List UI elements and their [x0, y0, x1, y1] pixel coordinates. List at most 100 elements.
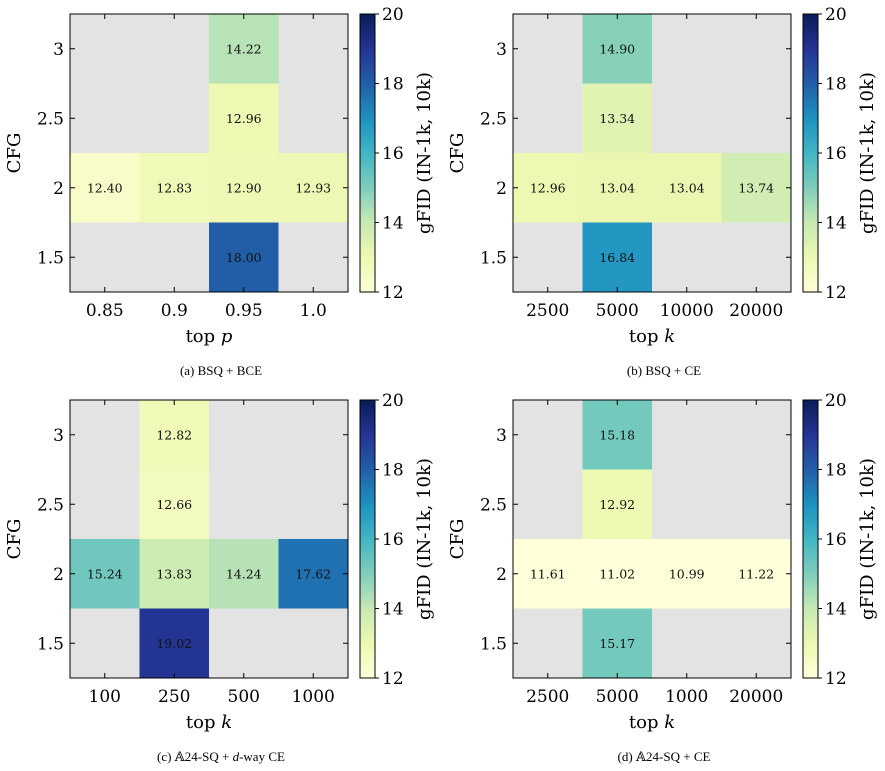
colorbar-tick-label: 16: [382, 530, 404, 550]
heatmap-cell: [582, 14, 652, 84]
y-tick-label: 2: [53, 565, 64, 585]
colorbar-tick-label: 14: [382, 214, 404, 234]
cell-value-label: 13.34: [599, 111, 635, 126]
heatmap-cell: [139, 400, 209, 470]
heatmap-chart-d: 15.18 12.92 11.61 11.02 10.99 11.22 15.17 2500 5…: [447, 391, 878, 764]
x-tick-label: 20000: [729, 301, 783, 321]
cell-value-label: 11.61: [530, 566, 566, 581]
cell-value-label: 11.02: [599, 566, 635, 581]
heatmap-cell: [139, 608, 209, 678]
x-tick-label: 500: [228, 687, 260, 707]
y-tick-label: 1.5: [480, 248, 507, 268]
heatmap-cell: [582, 608, 652, 678]
colorbar-tick-label: 16: [825, 144, 847, 164]
plot-frame: [512, 399, 792, 679]
heatmap-cell: [278, 153, 348, 223]
colorbar-label: gFID (IN-1k, 10k): [857, 72, 878, 234]
x-axis-label: top k: [629, 326, 675, 347]
cell-value-label: 14.24: [226, 566, 262, 581]
y-tick-label: 1.5: [37, 248, 64, 268]
y-tick-label: 3: [496, 40, 507, 60]
heatmap-cell: [513, 539, 583, 609]
colorbar-tick-label: 18: [825, 461, 847, 481]
panel-caption: (c) 𝔸24-SQ + d-way CE: [157, 749, 285, 764]
colorbar-tick-label: 12: [825, 669, 847, 689]
colorbar-tick-label: 20: [825, 391, 847, 411]
heatmap-cell: [139, 153, 209, 223]
y-tick-label: 2.5: [37, 109, 64, 129]
y-axis-label: CFG: [447, 133, 468, 174]
heatmap-cell: [582, 83, 652, 153]
x-tick-label: 2500: [526, 301, 569, 321]
y-tick-label: 2.5: [480, 109, 507, 129]
colorbar-tick-label: 14: [825, 600, 847, 620]
cell-value-label: 12.93: [295, 180, 331, 195]
cell-value-label: 11.22: [738, 566, 774, 581]
colorbar: [802, 399, 819, 679]
x-tick-label: 10000: [660, 301, 714, 321]
colorbar-tick-label: 14: [825, 214, 847, 234]
cell-value-label: 12.96: [530, 180, 566, 195]
heatmap-cell: [209, 14, 279, 84]
heatmap-cell: [209, 83, 279, 153]
colorbar-label: gFID (IN-1k, 10k): [414, 458, 435, 620]
y-tick-label: 3: [496, 426, 507, 446]
cell-value-label: 15.24: [87, 566, 123, 581]
heatmap-cell: [582, 222, 652, 292]
x-tick-label: 100: [89, 687, 121, 707]
cell-value-label: 14.90: [599, 41, 635, 56]
cell-value-label: 15.17: [599, 636, 635, 651]
cell-value-label: 12.83: [156, 180, 192, 195]
cell-value-label: 16.84: [599, 250, 635, 265]
colorbar-tick-label: 12: [382, 283, 404, 303]
heatmap-cell: [582, 469, 652, 539]
cell-value-label: 13.04: [599, 180, 635, 195]
x-tick-label: 5000: [596, 301, 639, 321]
heatmap-cell: [139, 469, 209, 539]
heatmap-cell: [209, 539, 279, 609]
heatmap-panel-c: 12.82 12.66 15.24 13.83 14.24 17.62 19.02 100 25…: [0, 386, 442, 771]
x-tick-label: 5000: [596, 687, 639, 707]
heatmap-cell: [652, 153, 722, 223]
heatmap-cell: [209, 222, 279, 292]
cell-value-label: 19.02: [156, 636, 192, 651]
x-tick-label: 0.85: [86, 301, 124, 321]
heatmap-chart-a: 14.22 12.96 12.40 12.83 12.90 12.93 18.00 0.85 0…: [4, 5, 435, 378]
colorbar-tick-label: 12: [382, 669, 404, 689]
colorbar-tick-label: 20: [825, 5, 847, 25]
x-tick-label: 2500: [526, 687, 569, 707]
y-tick-label: 2.5: [37, 495, 64, 515]
cell-value-label: 12.82: [156, 427, 192, 442]
cell-value-label: 14.22: [226, 41, 262, 56]
cell-value-label: 12.92: [599, 497, 635, 512]
panel-caption: (b) BSQ + CE: [627, 363, 701, 378]
heatmap-cell: [582, 539, 652, 609]
plot-frame: [69, 13, 349, 293]
heatmap-cell: [70, 539, 140, 609]
heatmap-panel-d: 15.18 12.92 11.61 11.02 10.99 11.22 15.17 2500 5…: [443, 386, 885, 771]
heatmap-cell: [139, 539, 209, 609]
cell-value-label: 13.04: [669, 180, 705, 195]
heatmap-cell: [582, 153, 652, 223]
cell-value-label: 12.40: [87, 180, 123, 195]
y-axis-label: CFG: [447, 519, 468, 560]
heatmap-cell: [721, 539, 791, 609]
heatmap-cell: [278, 539, 348, 609]
y-tick-label: 3: [53, 40, 64, 60]
colorbar-label: gFID (IN-1k, 10k): [857, 458, 878, 620]
cell-value-label: 13.83: [156, 566, 192, 581]
colorbar-tick-label: 18: [382, 461, 404, 481]
x-tick-label: 1000: [292, 687, 335, 707]
cell-value-label: 10.99: [669, 566, 705, 581]
plot-frame: [512, 13, 792, 293]
x-axis-label: top k: [186, 712, 232, 733]
colorbar-tick-label: 20: [382, 5, 404, 25]
heatmap-cell: [582, 400, 652, 470]
colorbar-tick-label: 20: [382, 391, 404, 411]
plot-frame: [69, 399, 349, 679]
x-tick-label: 20000: [729, 687, 783, 707]
colorbar-tick-label: 16: [825, 530, 847, 550]
x-tick-label: 0.9: [161, 301, 188, 321]
y-tick-label: 2: [53, 179, 64, 199]
